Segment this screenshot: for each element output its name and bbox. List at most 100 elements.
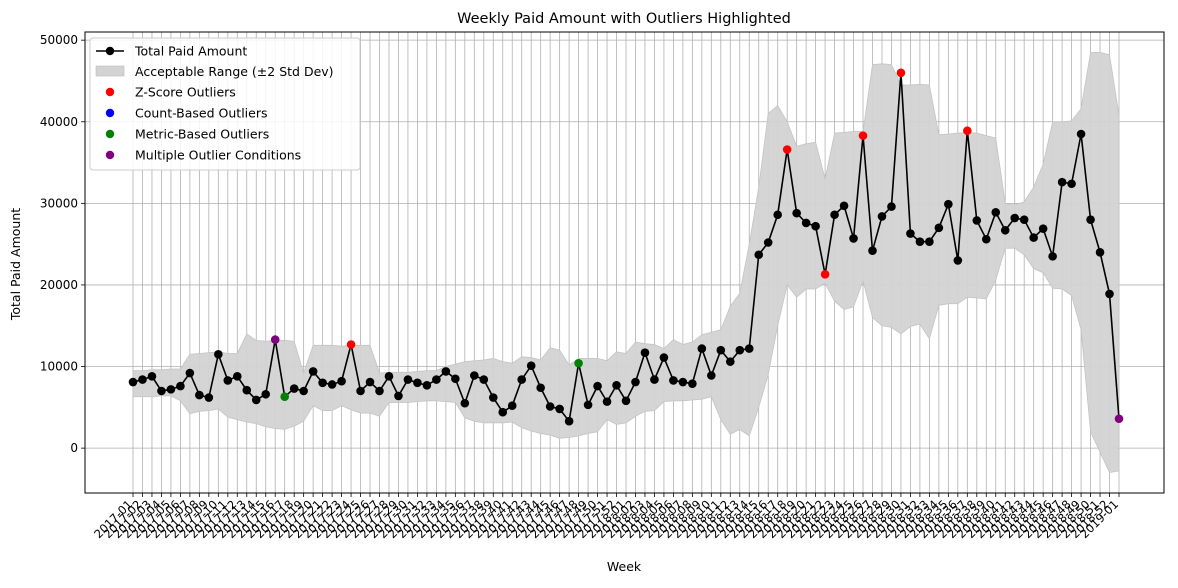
outlier-point bbox=[1114, 414, 1124, 424]
data-point bbox=[451, 374, 460, 384]
data-point bbox=[593, 381, 602, 391]
data-point bbox=[725, 357, 735, 366]
legend-label: Acceptable Range (±2 Std Dev) bbox=[135, 64, 334, 79]
legend-label: Metric-Based Outliers bbox=[135, 127, 269, 142]
y-tick-label: 0 bbox=[70, 441, 78, 455]
y-tick-label: 40000 bbox=[40, 115, 78, 129]
legend-frame bbox=[89, 37, 361, 171]
outlier-point bbox=[820, 270, 830, 279]
data-point bbox=[460, 398, 470, 408]
data-point bbox=[877, 212, 887, 221]
data-point bbox=[697, 344, 707, 353]
data-point bbox=[773, 210, 782, 220]
x-axis-label: Week bbox=[607, 559, 642, 574]
data-point bbox=[242, 385, 252, 395]
data-point bbox=[915, 237, 925, 246]
data-point bbox=[602, 397, 612, 406]
data-point bbox=[991, 208, 1001, 217]
legend-label: Multiple Outlier Conditions bbox=[135, 148, 301, 163]
data-point bbox=[176, 381, 185, 391]
data-point bbox=[763, 238, 773, 247]
data-point bbox=[470, 371, 479, 380]
data-point bbox=[138, 375, 147, 384]
outlier-point bbox=[346, 340, 356, 349]
data-point bbox=[792, 208, 801, 218]
data-point bbox=[318, 378, 327, 388]
y-tick-label: 20000 bbox=[40, 278, 78, 292]
data-point bbox=[1105, 289, 1114, 299]
data-point bbox=[195, 390, 204, 400]
data-point bbox=[830, 210, 839, 220]
data-point bbox=[1057, 177, 1067, 187]
data-point bbox=[621, 396, 631, 406]
data-point bbox=[564, 416, 574, 426]
data-point bbox=[612, 381, 621, 390]
outlier-point bbox=[782, 145, 792, 154]
data-point bbox=[925, 237, 934, 246]
data-point bbox=[1000, 225, 1010, 235]
data-point bbox=[1010, 213, 1020, 223]
legend-label: Z-Score Outliers bbox=[135, 85, 236, 100]
legend-label: Total Paid Amount bbox=[134, 44, 247, 59]
legend-marker-swatch bbox=[105, 46, 115, 56]
data-point bbox=[166, 385, 176, 394]
data-point bbox=[488, 393, 498, 402]
legend-marker-swatch bbox=[105, 87, 115, 97]
data-point bbox=[716, 345, 726, 355]
data-point bbox=[1086, 215, 1095, 224]
data-point bbox=[375, 386, 384, 396]
axes-layer bbox=[81, 31, 1165, 497]
data-point bbox=[299, 386, 308, 396]
data-point bbox=[868, 246, 877, 255]
data-point bbox=[887, 202, 896, 211]
data-point bbox=[394, 391, 403, 401]
data-point bbox=[507, 401, 517, 411]
data-point bbox=[1038, 224, 1048, 233]
points-layer bbox=[128, 68, 1124, 426]
data-point bbox=[811, 221, 820, 231]
chart-title: Weekly Paid Amount with Outliers Highlig… bbox=[457, 11, 791, 27]
data-point bbox=[356, 386, 365, 396]
data-point bbox=[1067, 179, 1076, 189]
data-point bbox=[384, 372, 394, 381]
data-point bbox=[526, 361, 536, 371]
outlier-point bbox=[896, 68, 906, 78]
data-point bbox=[517, 375, 527, 384]
data-point bbox=[536, 383, 545, 393]
data-point bbox=[308, 367, 318, 376]
outlier-point bbox=[574, 358, 583, 368]
data-point bbox=[555, 404, 564, 414]
outlier-point bbox=[858, 131, 868, 140]
data-point bbox=[707, 371, 716, 380]
data-point bbox=[1048, 252, 1057, 261]
data-point bbox=[413, 378, 422, 388]
legend: Total Paid Amount Acceptable Range (±2 S… bbox=[89, 37, 361, 171]
data-point bbox=[669, 376, 678, 385]
data-point bbox=[327, 380, 337, 389]
data-point bbox=[801, 218, 811, 228]
y-tick-label: 50000 bbox=[40, 33, 78, 47]
outlier-point bbox=[270, 335, 280, 344]
data-point bbox=[735, 345, 745, 355]
data-point bbox=[953, 256, 963, 265]
data-point bbox=[849, 234, 858, 243]
data-point bbox=[147, 372, 157, 381]
legend-marker-swatch bbox=[105, 108, 115, 118]
legend-item-zscore: Z-Score Outliers bbox=[105, 85, 236, 100]
data-point bbox=[744, 344, 754, 353]
legend-band-swatch bbox=[95, 65, 125, 77]
data-point bbox=[157, 386, 166, 396]
x-tick-labels: 2017-012017-022017-032017-042017-052017-… bbox=[91, 497, 1121, 541]
data-point bbox=[441, 367, 451, 376]
data-point bbox=[1019, 215, 1029, 224]
outlier-point bbox=[280, 392, 289, 402]
y-tick-label: 30000 bbox=[40, 196, 78, 210]
y-axis-label: Total Paid Amount bbox=[8, 208, 23, 321]
legend-item-total-paid: Total Paid Amount bbox=[96, 44, 247, 59]
data-point bbox=[422, 381, 432, 390]
legend-item-acceptable-range: Acceptable Range (±2 Std Dev) bbox=[95, 64, 334, 79]
legend-marker-swatch bbox=[105, 150, 115, 160]
y-tick-labels: 0 10000 20000 30000 40000 50000 bbox=[40, 33, 78, 455]
outlier-point bbox=[963, 126, 972, 136]
